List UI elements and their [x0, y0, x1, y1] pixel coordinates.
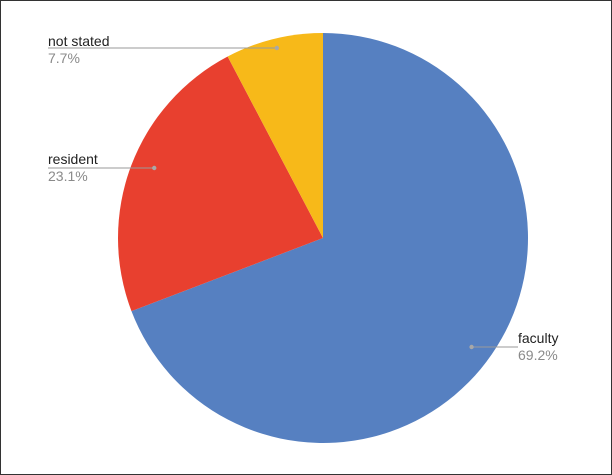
slice-value-label: 69.2%	[518, 347, 558, 363]
slice-name-label: resident	[48, 151, 98, 167]
leader-dot	[469, 344, 474, 350]
pie-slice-faculty	[131, 33, 528, 443]
pie-slice-not-stated	[227, 33, 323, 238]
pie-slices	[118, 33, 528, 443]
leader-dot	[152, 165, 157, 171]
pie-slice-resident	[118, 56, 323, 312]
slice-name-label: faculty	[518, 330, 558, 346]
slice-value-label: 7.7%	[48, 50, 80, 66]
slice-value-label: 23.1%	[48, 168, 88, 184]
slice-name-label: not stated	[48, 33, 110, 49]
leader-dot	[274, 45, 280, 51]
